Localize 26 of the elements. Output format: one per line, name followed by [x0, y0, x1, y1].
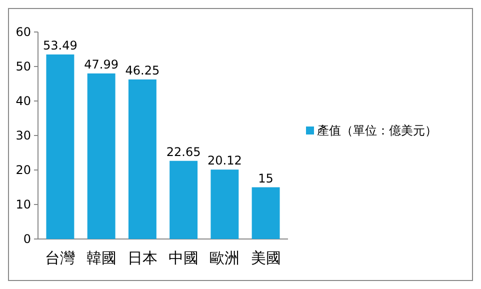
data-label: 46.25: [125, 63, 160, 78]
x-tick-label: 日本: [127, 249, 158, 267]
y-tick-label: 50: [16, 60, 31, 74]
legend-label: 產值（單位：億美元）: [317, 124, 437, 138]
bar: [170, 160, 198, 239]
x-tick-label: 中國: [168, 249, 199, 267]
bar: [46, 54, 74, 239]
bar: [128, 79, 156, 239]
data-label: 15: [258, 171, 274, 186]
x-tick-label: 韓國: [86, 249, 116, 267]
data-label: 53.49: [43, 38, 78, 52]
x-tick-label: 歐洲: [210, 249, 240, 267]
y-tick-label: 30: [16, 128, 31, 142]
y-tick-label: 0: [23, 232, 31, 246]
y-tick-label: 10: [16, 198, 31, 212]
data-label: 20.12: [208, 154, 242, 168]
bar: [87, 73, 116, 239]
bar: [252, 187, 280, 239]
data-label: 22.65: [166, 144, 201, 159]
y-tick-label: 60: [16, 25, 31, 39]
x-tick-label: 美國: [250, 249, 281, 267]
y-tick-label: 20: [16, 163, 31, 177]
data-label: 47.99: [84, 57, 118, 72]
x-tick-label: 台灣: [45, 249, 76, 267]
y-tick-label: 40: [16, 94, 31, 108]
bar: [210, 170, 239, 239]
